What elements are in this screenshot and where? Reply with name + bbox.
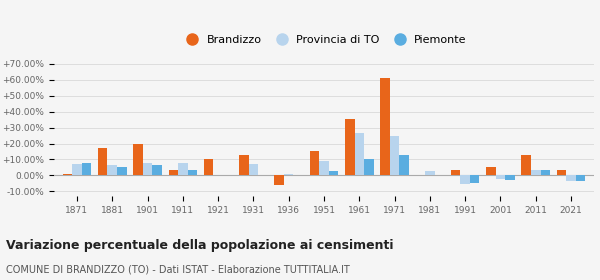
Bar — [143, 164, 152, 175]
Bar — [284, 174, 293, 175]
Bar — [557, 170, 566, 175]
Text: Variazione percentuale della popolazione ai censimenti: Variazione percentuale della popolazione… — [6, 239, 394, 252]
Bar — [355, 133, 364, 175]
Bar — [214, 174, 223, 175]
Bar — [364, 158, 374, 175]
Bar — [390, 136, 400, 175]
Bar — [248, 164, 258, 175]
Bar — [400, 155, 409, 175]
Bar — [204, 159, 214, 175]
Bar — [576, 175, 586, 181]
Bar — [531, 170, 541, 175]
Bar — [133, 143, 143, 175]
Bar — [505, 175, 515, 180]
Bar — [425, 171, 434, 175]
Bar — [107, 165, 117, 175]
Bar — [319, 161, 329, 175]
Bar — [566, 175, 576, 181]
Bar — [152, 165, 162, 175]
Bar — [496, 175, 505, 179]
Bar — [188, 170, 197, 175]
Bar — [329, 171, 338, 175]
Bar — [178, 164, 188, 175]
Bar — [72, 164, 82, 175]
Bar — [541, 170, 550, 175]
Bar — [62, 174, 72, 175]
Bar — [117, 167, 127, 175]
Bar — [169, 170, 178, 175]
Bar — [239, 155, 248, 175]
Legend: Brandizzo, Provincia di TO, Piemonte: Brandizzo, Provincia di TO, Piemonte — [177, 31, 471, 50]
Text: COMUNE DI BRANDIZZO (TO) - Dati ISTAT - Elaborazione TUTTITALIA.IT: COMUNE DI BRANDIZZO (TO) - Dati ISTAT - … — [6, 265, 350, 275]
Bar — [470, 175, 479, 183]
Bar — [380, 78, 390, 175]
Bar — [310, 151, 319, 175]
Bar — [521, 155, 531, 175]
Bar — [460, 175, 470, 184]
Bar — [345, 119, 355, 175]
Bar — [486, 167, 496, 175]
Bar — [274, 175, 284, 185]
Bar — [451, 170, 460, 175]
Bar — [98, 148, 107, 175]
Bar — [82, 164, 91, 175]
